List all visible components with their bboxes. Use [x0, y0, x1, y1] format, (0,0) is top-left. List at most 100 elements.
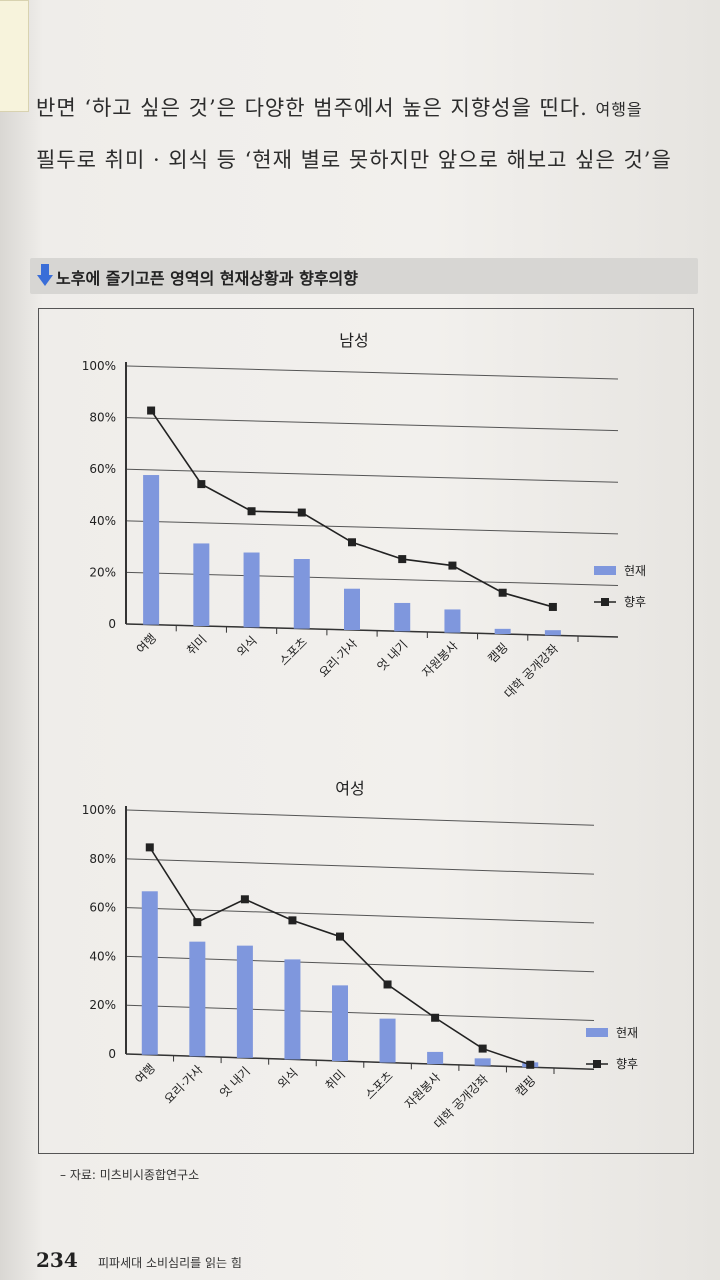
line-marker: [431, 1013, 440, 1022]
x-tick-label: 대학 공개강좌: [502, 642, 561, 701]
x-tick-label: 엇 내기: [374, 638, 410, 674]
bar: [143, 475, 160, 625]
line-marker: [240, 895, 249, 904]
x-tick-label: 외식: [275, 1066, 301, 1092]
gridline: [125, 907, 595, 924]
line-marker: [526, 1060, 535, 1069]
series-line: [150, 410, 554, 608]
line-marker: [383, 980, 392, 989]
bar: [236, 945, 253, 1058]
bar: [293, 559, 310, 629]
figure-frame: [38, 308, 694, 1154]
gridline: [125, 858, 595, 875]
body-text-line-1-tail: 여행을: [595, 100, 643, 119]
x-tick-label: 여행: [133, 630, 159, 656]
chart-axes: [125, 362, 619, 642]
line-marker: [147, 406, 156, 415]
sticky-note: [0, 0, 29, 112]
line-marker: [247, 507, 256, 516]
bar: [332, 985, 348, 1061]
x-tick-label: 캠핑: [485, 640, 511, 666]
bar: [344, 588, 360, 630]
bar: [193, 543, 210, 626]
body-text-line-1-main: 반면 ‘하고 싶은 것’은 다양한 범주에서 높은 지향성을 띤다.: [36, 96, 588, 120]
x-tick-label: 자원봉사: [402, 1070, 443, 1111]
y-tick-label: 40%: [89, 514, 116, 528]
line-marker: [336, 932, 344, 941]
gridline: [125, 468, 619, 483]
line-marker: [478, 1044, 487, 1053]
x-tick-label: 스포츠: [362, 1069, 395, 1102]
bar: [141, 891, 158, 1055]
bar: [444, 609, 461, 633]
gridline: [125, 520, 619, 535]
source-note: – 자료: 미츠비시종합연구소: [60, 1168, 200, 1182]
x-axis: [125, 1053, 595, 1071]
bar: [379, 1018, 396, 1063]
legend-bar-swatch: [594, 566, 616, 575]
x-tick-label: 엇 내기: [217, 1064, 253, 1100]
y-tick-label: 60%: [89, 462, 116, 476]
x-tick-label: 스포츠: [277, 635, 310, 668]
y-tick-label: 20%: [89, 998, 116, 1012]
chart-axes: [125, 806, 595, 1074]
x-tick-label: 취미: [323, 1067, 349, 1093]
legend-label: 현재: [624, 564, 646, 578]
y-tick-label: 80%: [89, 411, 116, 425]
y-tick-label: 0: [108, 617, 116, 631]
x-tick-label: 여행: [132, 1060, 158, 1086]
line-marker: [398, 555, 407, 564]
gridline: [125, 365, 619, 380]
running-title: 피파세대 소비심리를 읽는 힘: [98, 1256, 242, 1270]
male-chart: 남성 100% 80% 60% 40% 20% 0 여행 취미 외식 스포츠 요리·가사 엇 내기 자…: [82, 331, 646, 701]
y-tick-label: 60%: [89, 901, 116, 915]
line-marker: [348, 538, 356, 547]
gridline: [125, 809, 595, 826]
line-marker: [145, 843, 154, 852]
bar: [394, 602, 411, 632]
y-tick-label: 100%: [82, 359, 116, 373]
section-title: 노후에 즐기고픈 영역의 현재상황과 향후의향: [56, 269, 358, 288]
x-tick-label: 요리·가사: [162, 1063, 206, 1107]
x-tick-label: 외식: [234, 634, 260, 660]
body-text-line-1: 반면 ‘하고 싶은 것’은 다양한 범주에서 높은 지향성을 띤다. 여행을: [36, 92, 716, 122]
bar: [494, 628, 511, 634]
legend-label: 향후: [616, 1057, 638, 1071]
legend-marker: [593, 1060, 601, 1068]
bar: [284, 959, 301, 1060]
x-axis: [125, 623, 619, 638]
x-tick-label: 요리·가사: [316, 636, 360, 680]
y-tick-label: 80%: [89, 852, 116, 866]
line-marker: [297, 508, 306, 517]
legend-label: 향후: [624, 595, 646, 609]
bar: [189, 941, 206, 1057]
page-number: 234: [36, 1248, 78, 1272]
bar: [544, 630, 561, 636]
body-text-line-2: 필두로 취미 · 외식 등 ‘현재 별로 못하지만 앞으로 해보고 싶은 것’을: [36, 148, 672, 172]
gridline: [125, 417, 619, 432]
legend-bar-swatch: [586, 1028, 608, 1037]
bar: [474, 1058, 491, 1066]
y-tick-label: 40%: [89, 949, 116, 963]
line-marker: [548, 602, 557, 611]
x-tick-label: 자원봉사: [419, 639, 460, 680]
line-marker: [193, 918, 202, 927]
legend-marker: [601, 598, 609, 606]
line-marker: [498, 588, 507, 597]
chart-title: 남성: [339, 331, 368, 350]
female-chart: 여성 100% 80% 60% 40% 20% 0 여행 요리·가사 엇 내기 외식 취미 스포츠 자…: [82, 779, 638, 1131]
line-marker: [197, 480, 206, 489]
y-tick-label: 100%: [82, 803, 116, 817]
x-tick-label: 취미: [184, 632, 210, 658]
y-tick-label: 0: [108, 1047, 116, 1061]
legend-label: 현재: [616, 1026, 638, 1040]
line-marker: [448, 561, 457, 570]
bar: [243, 552, 260, 628]
bar: [427, 1051, 444, 1065]
chart-title: 여성: [335, 779, 364, 798]
section-header: 노후에 즐기고픈 영역의 현재상황과 향후의향: [30, 258, 698, 294]
line-marker: [288, 916, 297, 925]
